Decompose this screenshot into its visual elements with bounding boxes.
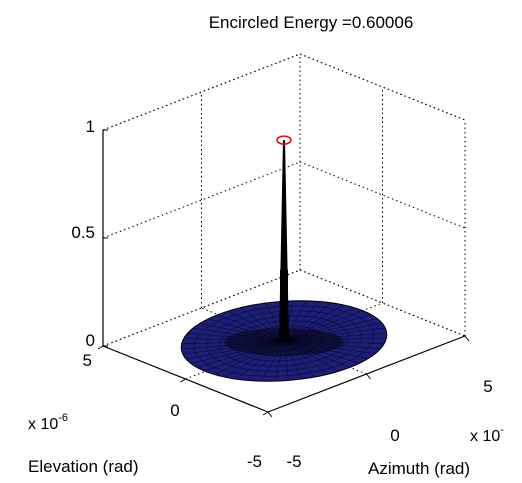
y-tick-mark [97,345,104,350]
y-tick-label: 0 [170,401,179,420]
surface-disc [180,300,388,382]
x-axis-ticks: -5 0 5 [286,377,492,471]
x-tick-label: 0 [390,426,399,445]
axes-box [97,53,470,418]
z-axis-ticks: 1 0.5 0 [71,117,95,350]
y-scale-label: x 10-6 [28,412,68,433]
z-tick-label: 0.5 [71,223,95,242]
y-axis-ticks: 5 0 -5 [83,351,262,471]
peak-marker [276,135,292,145]
surface-center [224,328,344,356]
grid-line [102,53,301,131]
grid-line [102,161,301,239]
y-tick-mark [262,411,269,416]
x-tick-label: 5 [483,377,492,396]
y-tick-mark [180,378,186,383]
peak-base [280,269,288,341]
axes-edge [299,53,466,121]
x-tick-mark [366,373,371,380]
x-axis-label: Azimuth (rad) [368,459,470,478]
y-axis-label: Elevation (rad) [28,457,139,476]
z-tick-label: 1 [86,117,95,136]
mesh-ring [232,320,336,362]
mesh-ring [219,315,349,367]
y-tick-label: 5 [83,351,92,370]
y-tick-label: -5 [247,452,262,471]
grid-line [299,53,466,121]
x-tick-label: -5 [286,452,301,471]
mesh-ring [193,305,375,377]
mesh-ring [245,325,323,357]
x-tick-mark [267,411,273,418]
x-scale-label: x 10- [470,424,504,445]
mesh-ring [206,310,362,372]
z-tick-label: 0 [86,331,95,350]
peak-spike [279,140,289,341]
x-tick-mark [464,335,470,342]
grid-line [102,269,301,347]
chart-title: Encircled Energy =0.60006 [209,13,414,32]
